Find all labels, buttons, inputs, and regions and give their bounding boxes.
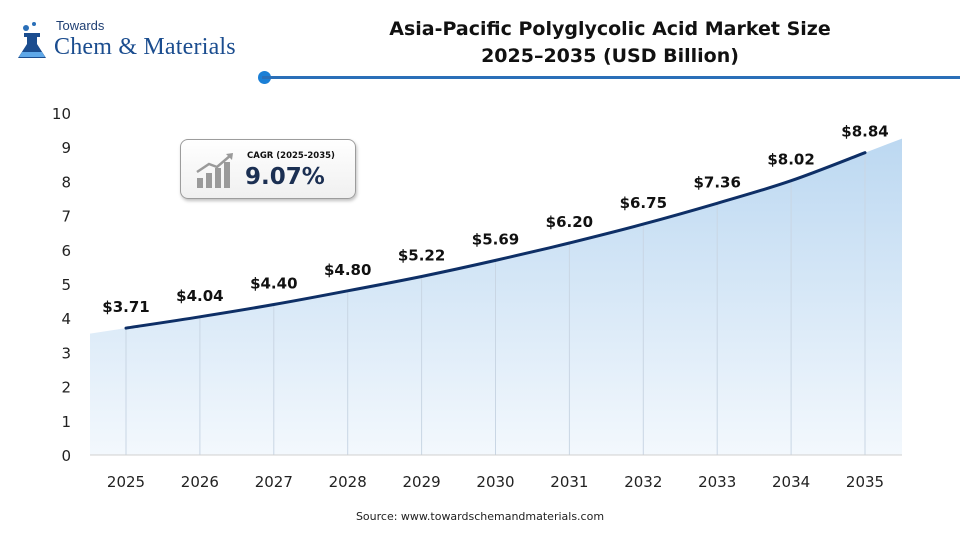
chart-title-line2: 2025–2035 (USD Billion) bbox=[481, 45, 739, 67]
data-label: $4.40 bbox=[250, 275, 297, 293]
flask-icon bbox=[18, 22, 46, 58]
y-tick-label: 4 bbox=[61, 310, 71, 328]
y-tick-label: 10 bbox=[52, 105, 71, 123]
x-tick-label: 2026 bbox=[181, 473, 219, 491]
data-label: $3.71 bbox=[102, 298, 149, 316]
y-tick-label: 9 bbox=[61, 139, 71, 157]
brand-name-line1: Towards bbox=[56, 18, 105, 33]
cagr-value: 9.07% bbox=[245, 164, 325, 190]
data-label: $4.04 bbox=[176, 287, 223, 305]
data-label: $4.80 bbox=[324, 261, 371, 279]
y-tick-label: 7 bbox=[61, 208, 71, 226]
x-tick-label: 2033 bbox=[698, 473, 736, 491]
series-line bbox=[124, 151, 867, 330]
data-label: $5.69 bbox=[472, 230, 519, 248]
data-label: $5.22 bbox=[398, 246, 445, 264]
chart-title: Asia-Pacific Polyglycolic Acid Market Si… bbox=[330, 16, 890, 70]
x-tick-label: 2034 bbox=[772, 473, 810, 491]
cagr-callout: CAGR (2025-2035) 9.07% bbox=[180, 139, 356, 199]
title-rule bbox=[262, 76, 960, 79]
x-tick-label: 2035 bbox=[846, 473, 884, 491]
x-tick-label: 2025 bbox=[107, 473, 145, 491]
x-tick-label: 2032 bbox=[624, 473, 662, 491]
x-tick-label: 2031 bbox=[550, 473, 588, 491]
data-label: $8.84 bbox=[841, 123, 888, 141]
data-label: $6.75 bbox=[620, 194, 667, 212]
rising-bar-chart-icon bbox=[196, 153, 233, 188]
y-tick-label: 0 bbox=[61, 447, 71, 465]
y-tick-label: 6 bbox=[61, 242, 71, 260]
data-label: $7.36 bbox=[693, 173, 740, 191]
y-tick-label: 1 bbox=[61, 413, 71, 431]
brand-name-line2: Chem & Materials bbox=[54, 34, 236, 60]
x-tick-label: 2028 bbox=[329, 473, 367, 491]
x-tick-label: 2030 bbox=[476, 473, 514, 491]
data-label: $6.20 bbox=[546, 213, 593, 231]
x-tick-label: 2029 bbox=[403, 473, 441, 491]
source-note: Source: www.towardschemandmaterials.com bbox=[355, 510, 605, 523]
brand-logo: Towards Chem & Materials bbox=[14, 12, 254, 68]
data-label: $8.02 bbox=[767, 151, 814, 169]
x-tick-label: 2027 bbox=[255, 473, 293, 491]
y-tick-label: 3 bbox=[61, 344, 71, 362]
y-tick-label: 8 bbox=[61, 173, 71, 191]
y-tick-label: 2 bbox=[61, 379, 71, 397]
y-tick-label: 5 bbox=[61, 276, 71, 294]
cagr-label: CAGR (2025-2035) bbox=[247, 151, 335, 161]
chart-title-line1: Asia-Pacific Polyglycolic Acid Market Si… bbox=[389, 18, 831, 40]
